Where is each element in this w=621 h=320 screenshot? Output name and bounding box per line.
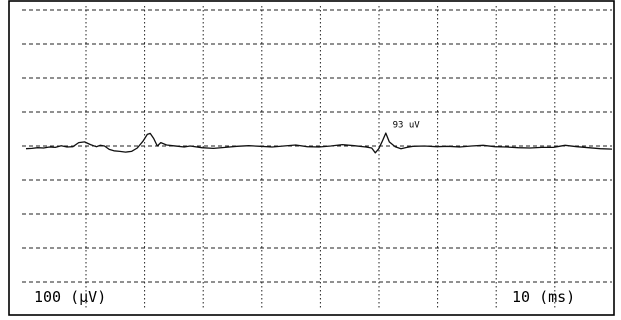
waveform-trace [25,132,613,154]
amplitude-scale-label: 100 (µV) [34,288,106,306]
time-scale-label: 10 (ms) [512,288,575,306]
plot-frame [8,0,615,316]
peak-annotation: 93 uV [393,120,421,130]
grid [22,6,612,308]
